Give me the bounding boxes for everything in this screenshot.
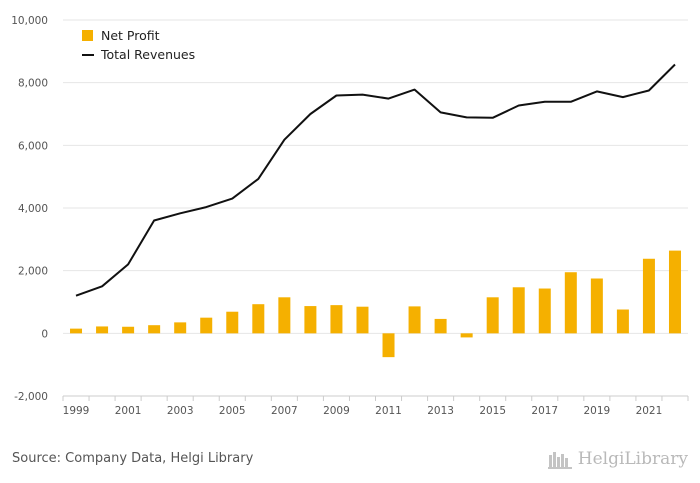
y-tick-label: 6,000 xyxy=(18,140,48,152)
total-revenues-point-2000[interactable] xyxy=(100,284,105,289)
net-profit-bar-2014[interactable] xyxy=(460,333,473,338)
y-axis: 10,000 8,000 6,000 4,000 2,000 0 -2,000 xyxy=(11,15,48,403)
x-tick-label: 2021 xyxy=(636,405,663,417)
total-revenues-point-2017[interactable] xyxy=(542,99,547,104)
net-profit-bar-2018[interactable] xyxy=(564,272,577,334)
y-tick-label: -2,000 xyxy=(14,391,48,403)
legend: Net Profit Total Revenues xyxy=(82,28,195,62)
footer: Source: Company Data, Helgi Library Helg… xyxy=(0,438,700,483)
net-profit-bar-2006[interactable] xyxy=(252,304,265,334)
net-profit-bar-2016[interactable] xyxy=(512,287,525,334)
x-tick-label: 2005 xyxy=(219,405,246,417)
net-profit-bar-2005[interactable] xyxy=(226,311,239,334)
total-revenues-point-2011[interactable] xyxy=(386,96,391,101)
total-revenues-point-1999[interactable] xyxy=(74,293,79,298)
net-profit-bar-2007[interactable] xyxy=(278,297,291,334)
net-profit-bar-2011[interactable] xyxy=(382,333,395,358)
net-profit-bar-1999[interactable] xyxy=(70,328,83,334)
x-tick-label: 2001 xyxy=(115,405,142,417)
x-tick-label: 2011 xyxy=(375,405,402,417)
chart: 10,000 8,000 6,000 4,000 2,000 0 -2,000 1999 20… xyxy=(11,15,689,417)
legend-total-revenues-label[interactable]: Total Revenues xyxy=(100,47,195,62)
total-revenues-point-2001[interactable] xyxy=(126,262,131,267)
net-profit-bar-2022[interactable] xyxy=(668,250,681,334)
net-profit-bar-2012[interactable] xyxy=(408,306,421,334)
net-profit-bar-2021[interactable] xyxy=(642,258,655,334)
total-revenues-point-2013[interactable] xyxy=(438,110,443,115)
total-revenues-polyline[interactable] xyxy=(75,63,676,297)
x-tick-label: 2003 xyxy=(167,405,194,417)
net-profit-bar-2002[interactable] xyxy=(148,325,161,334)
x-tick-label: 2017 xyxy=(531,405,558,417)
source-note: Source: Company Data, Helgi Library xyxy=(12,451,254,466)
total-revenues-point-2015[interactable] xyxy=(490,115,495,120)
net-profit-bar-2010[interactable] xyxy=(356,306,369,334)
x-axis: 1999 2001 2003 2005 2007 2009 2011 2013 2015 2017… xyxy=(62,395,689,417)
total-revenues-point-2004[interactable] xyxy=(204,205,209,210)
total-revenues-point-2014[interactable] xyxy=(464,115,469,120)
x-tick-label: 2007 xyxy=(271,405,298,417)
net-profit-bar-2015[interactable] xyxy=(486,297,499,334)
net-profit-bar-2008[interactable] xyxy=(304,306,317,334)
total-revenues-line xyxy=(74,62,677,298)
net-profit-bar-2004[interactable] xyxy=(200,317,213,334)
net-profit-bar-2013[interactable] xyxy=(434,318,447,334)
total-revenues-point-2016[interactable] xyxy=(516,103,521,108)
net-profit-bar-2019[interactable] xyxy=(590,278,603,334)
legend-net-profit-swatch xyxy=(82,30,93,41)
x-tick-label: 2009 xyxy=(323,405,350,417)
net-profit-bar-2001[interactable] xyxy=(122,326,135,334)
y-tick-label: 8,000 xyxy=(18,78,48,90)
total-revenues-point-2020[interactable] xyxy=(620,95,625,100)
total-revenues-point-2009[interactable] xyxy=(334,93,339,98)
total-revenues-point-2021[interactable] xyxy=(646,88,651,93)
x-tick-label: 2013 xyxy=(427,405,454,417)
net-profit-bars xyxy=(70,250,681,358)
y-tick-label: 4,000 xyxy=(18,203,48,215)
total-revenues-point-2008[interactable] xyxy=(308,112,313,117)
y-tick-label: 10,000 xyxy=(11,15,48,27)
total-revenues-point-2012[interactable] xyxy=(412,87,417,92)
x-tick-label: 2015 xyxy=(479,405,506,417)
total-revenues-point-2007[interactable] xyxy=(282,137,287,142)
helgi-library-logo[interactable]: HelgiLibrary xyxy=(547,447,688,471)
total-revenues-point-2005[interactable] xyxy=(230,196,235,201)
library-icon xyxy=(547,452,572,469)
net-profit-bar-2017[interactable] xyxy=(538,288,551,334)
total-revenues-point-2019[interactable] xyxy=(594,89,599,94)
legend-net-profit-label[interactable]: Net Profit xyxy=(101,28,160,43)
net-profit-bar-2009[interactable] xyxy=(330,305,343,334)
net-profit-bar-2003[interactable] xyxy=(174,322,187,334)
total-revenues-point-2003[interactable] xyxy=(178,211,183,216)
total-revenues-point-2010[interactable] xyxy=(360,92,365,97)
y-tick-label: 2,000 xyxy=(18,266,48,278)
x-tick-label: 2019 xyxy=(583,405,610,417)
total-revenues-point-2006[interactable] xyxy=(256,176,261,181)
logo-text: HelgiLibrary xyxy=(577,449,688,469)
x-tick-label: 1999 xyxy=(63,405,90,417)
y-tick-label: 0 xyxy=(41,328,48,340)
total-revenues-point-2018[interactable] xyxy=(568,99,573,104)
net-profit-bar-2020[interactable] xyxy=(616,309,629,334)
net-profit-bar-2000[interactable] xyxy=(96,326,109,334)
total-revenues-point-2002[interactable] xyxy=(152,218,157,223)
grid-lines xyxy=(63,19,688,334)
total-revenues-point-2022[interactable] xyxy=(672,62,677,67)
